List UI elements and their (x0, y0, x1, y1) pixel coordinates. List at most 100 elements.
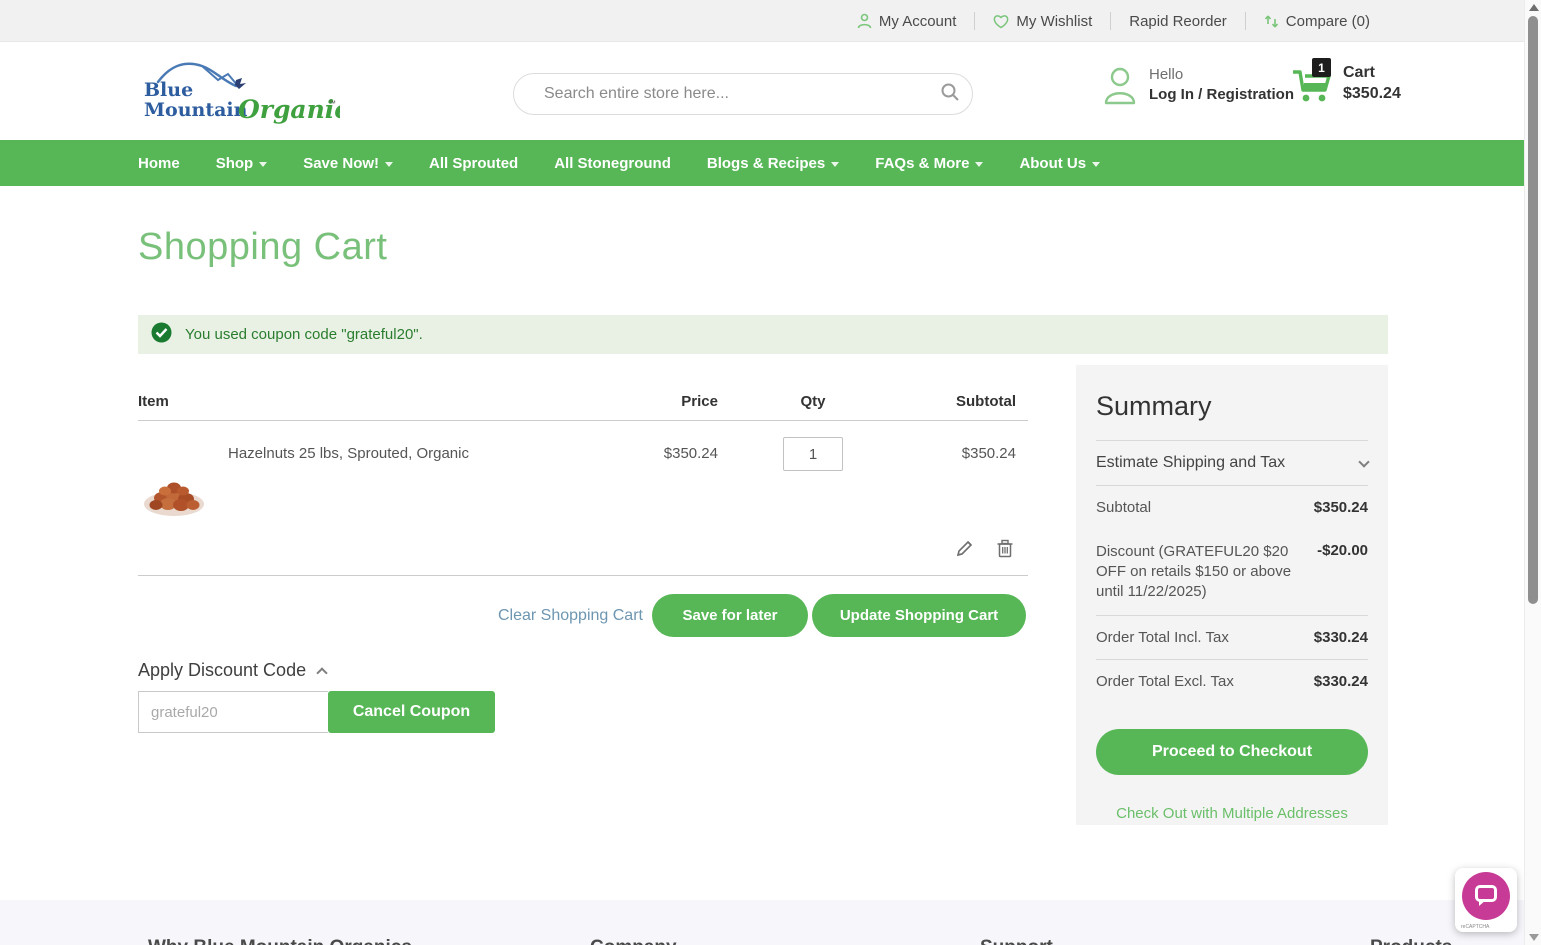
multiple-addresses-link[interactable]: Check Out with Multiple Addresses (1116, 805, 1348, 822)
discount-code-input[interactable] (138, 691, 328, 733)
update-cart-button[interactable]: Update Shopping Cart (812, 594, 1026, 637)
compare-label: Compare (0) (1285, 12, 1370, 30)
column-header-qty: Qty (800, 393, 826, 410)
order-summary-panel: Summary Estimate Shipping and Tax Subtot… (1076, 365, 1388, 825)
discount-value: -$20.00 (1317, 542, 1368, 559)
logo-word-blue: Blue (144, 79, 193, 101)
search-input[interactable] (514, 85, 928, 103)
product-name[interactable]: Hazelnuts 25 lbs, Sprouted, Organic (228, 445, 469, 462)
footer-heading: Products (1370, 937, 1452, 945)
order-total-incl-value: $330.24 (1313, 629, 1368, 646)
nav-label: Blogs & Recipes (706, 154, 826, 172)
nav-label: About Us (1019, 154, 1087, 172)
my-wishlist-link[interactable]: My Wishlist (975, 13, 1110, 30)
cart-items-table: Item Price Qty Subtotal Hazelnuts 25 lbs… (138, 383, 1028, 576)
user-icon (1103, 66, 1137, 111)
discount-form: Cancel Coupon (138, 691, 495, 733)
cart-icon (1291, 70, 1333, 112)
cancel-coupon-button[interactable]: Cancel Coupon (328, 691, 495, 733)
chevron-down-icon (259, 161, 268, 167)
rapid-reorder-label: Rapid Reorder (1129, 12, 1227, 30)
compare-link[interactable]: Compare (0) (1246, 13, 1388, 30)
order-total-excl-row: Order Total Excl. Tax $330.24 (1096, 660, 1368, 703)
top-utility-bar: My Account My Wishlist Rapid Reorder Com… (0, 0, 1541, 42)
compare-icon (1264, 14, 1279, 29)
minicart[interactable]: 1 Cart $350.24 (1291, 58, 1401, 108)
table-header-row: Item Price Qty Subtotal (138, 383, 1028, 421)
nav-item-save-now[interactable]: Save Now! (303, 154, 394, 172)
blue-mountain-organics-logo[interactable]: Blue Mountain Organics ™ (140, 56, 364, 128)
scroll-down-arrow[interactable] (1529, 934, 1539, 941)
discount-row: Discount (GRATEFUL20 $20 OFF on retails … (1096, 529, 1368, 616)
chevron-down-icon (975, 161, 984, 167)
order-total-excl-value: $330.24 (1313, 673, 1368, 690)
discount-label: Discount (GRATEFUL20 $20 OFF on retails … (1096, 543, 1292, 600)
scrollbar-thumb[interactable] (1528, 16, 1538, 604)
chevron-down-icon (1358, 456, 1370, 468)
product-image-hazelnuts[interactable] (140, 454, 208, 522)
chevron-down-icon (385, 161, 394, 167)
cart-item-row: Hazelnuts 25 lbs, Sprouted, Organic $350… (138, 421, 1028, 576)
subtotal-row: Subtotal $350.24 (1096, 486, 1368, 529)
estimate-shipping-label: Estimate Shipping and Tax (1096, 454, 1286, 471)
cart-total: $350.24 (1343, 85, 1401, 102)
nav-item-all-stoneground[interactable]: All Stoneground (554, 155, 671, 172)
user-icon (857, 13, 872, 29)
nav-item-home[interactable]: Home (138, 155, 180, 172)
column-header-subtotal: Subtotal (956, 393, 1016, 410)
proceed-to-checkout-button[interactable]: Proceed to Checkout (1096, 729, 1368, 775)
success-message-text: You used coupon code "grateful20". (185, 326, 423, 343)
nav-item-all-sprouted[interactable]: All Sprouted (429, 155, 518, 172)
nav-item-blogs-recipes[interactable]: Blogs & Recipes (706, 154, 840, 172)
recaptcha-badge: reCAPTCHA (1461, 924, 1490, 930)
estimate-shipping-toggle[interactable]: Estimate Shipping and Tax (1096, 440, 1370, 486)
product-price: $350.24 (663, 445, 718, 462)
cart-label: Cart (1343, 64, 1376, 81)
nav-label: All Stoneground (554, 154, 671, 172)
divider (974, 12, 976, 30)
account-block[interactable]: Hello Log In / Registration (1103, 66, 1294, 111)
order-total-incl-label: Order Total Incl. Tax (1096, 629, 1229, 646)
coupon-success-message: You used coupon code "grateful20". (138, 315, 1388, 354)
delete-item-icon[interactable] (996, 539, 1014, 563)
nav-label: Home (138, 154, 180, 172)
quantity-input[interactable] (783, 437, 843, 471)
search-bar (513, 73, 973, 115)
site-header: Blue Mountain Organics ™ Hello Log In / … (0, 42, 1541, 140)
footer-heading: Support (980, 937, 1053, 945)
cart-count-badge: 1 (1312, 58, 1331, 77)
subtotal-label: Subtotal (1096, 499, 1152, 516)
logo-word-mountain: Mountain (144, 99, 248, 121)
chat-button[interactable] (1462, 872, 1510, 920)
my-account-link[interactable]: My Account (839, 13, 975, 30)
nav-item-shop[interactable]: Shop (216, 155, 268, 172)
footer-heading: Why Blue Mountain Organics (148, 937, 412, 945)
nav-label: Save Now! (303, 154, 380, 172)
logo-tm: ™ (328, 99, 336, 108)
my-account-label: My Account (878, 12, 957, 30)
nav-item-faqs-more[interactable]: FAQs & More (875, 155, 984, 172)
footer: Why Blue Mountain Organics Company Suppo… (0, 900, 1541, 945)
divider (1244, 12, 1246, 30)
nav-item-about-us[interactable]: About Us (1019, 154, 1101, 172)
rapid-reorder-link[interactable]: Rapid Reorder (1111, 13, 1245, 30)
divider (1110, 12, 1112, 30)
apply-discount-toggle[interactable]: Apply Discount Code (138, 660, 328, 681)
main-content: Shopping Cart You used coupon code "grat… (0, 186, 1541, 945)
login-registration-link[interactable]: Log In / Registration (1149, 86, 1294, 103)
search-button[interactable] (928, 74, 972, 114)
edit-item-icon[interactable] (956, 539, 974, 563)
chevron-up-icon (316, 666, 328, 679)
chevron-down-icon (831, 161, 840, 167)
vertical-scrollbar[interactable] (1524, 0, 1541, 945)
greeting-text: Hello (1149, 66, 1184, 83)
cart-actions: Clear Shopping Cart Save for later Updat… (138, 594, 1028, 640)
clear-cart-link[interactable]: Clear Shopping Cart (498, 607, 643, 624)
nav-label: Shop (215, 154, 254, 172)
save-for-later-button[interactable]: Save for later (652, 594, 808, 637)
chat-bubble-icon (1475, 885, 1497, 906)
page-title: Shopping Cart (138, 226, 388, 268)
main-navigation: Home Shop Save Now! All Sprouted All Sto… (0, 140, 1541, 186)
scroll-up-arrow[interactable] (1529, 4, 1539, 11)
